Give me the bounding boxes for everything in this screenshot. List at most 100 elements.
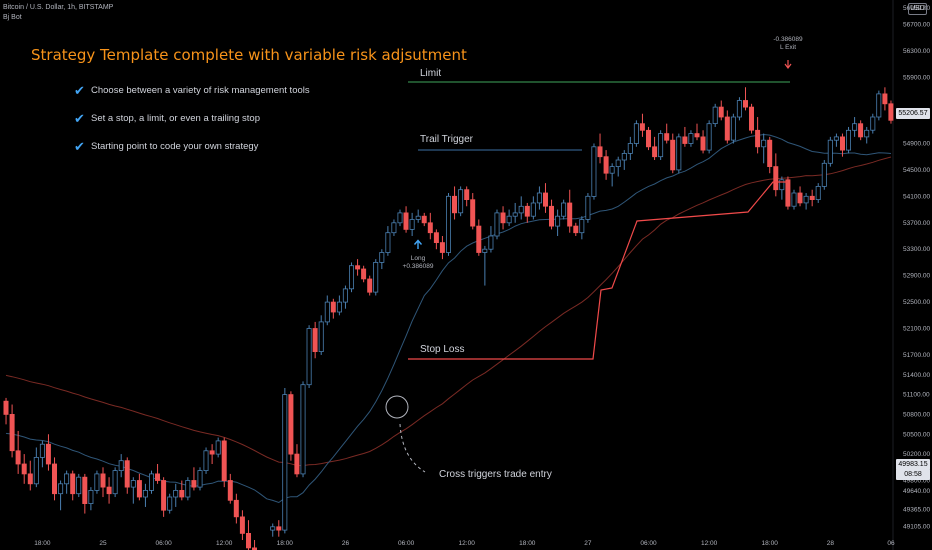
candle-body bbox=[439, 242, 445, 253]
candle-body bbox=[712, 106, 718, 124]
candle-body bbox=[779, 179, 785, 191]
candle-body bbox=[52, 463, 58, 495]
candle-body bbox=[324, 301, 330, 323]
candle-body bbox=[646, 129, 652, 148]
price-tick-label: 56700.00 bbox=[903, 22, 930, 29]
chart-header: Bitcoin / U.S. Dollar, 1h, BITSTAMP Bj B… bbox=[3, 3, 113, 23]
price-tick-label: 49105.00 bbox=[903, 524, 930, 531]
candle-body bbox=[142, 489, 148, 498]
time-tick-label: 18:00 bbox=[277, 540, 294, 547]
candle-body bbox=[100, 473, 106, 488]
candle-body bbox=[427, 222, 433, 234]
candle-body bbox=[270, 526, 276, 531]
candle-body bbox=[876, 93, 882, 118]
candle-body bbox=[573, 225, 579, 234]
stop-loss-label: Stop Loss bbox=[420, 344, 465, 355]
candle-body bbox=[724, 116, 730, 141]
candle-body bbox=[585, 195, 591, 220]
time-tick-label: 18:00 bbox=[762, 540, 779, 547]
candle-body bbox=[506, 215, 512, 224]
candle-body bbox=[330, 301, 336, 313]
candle-body bbox=[167, 496, 173, 511]
candle-body bbox=[809, 195, 815, 201]
candle-body bbox=[82, 476, 88, 505]
candle-body bbox=[736, 100, 742, 118]
candle-body bbox=[288, 394, 294, 455]
time-tick-label: 28 bbox=[827, 540, 835, 547]
candle-body bbox=[94, 473, 100, 491]
candle-body bbox=[45, 443, 51, 465]
candle-body bbox=[464, 189, 470, 200]
candle-body bbox=[652, 146, 658, 158]
price-tick-label: 51400.00 bbox=[903, 372, 930, 379]
candle-body bbox=[21, 463, 27, 475]
price-tick-label: 52500.00 bbox=[903, 299, 930, 306]
feature-item: ✔ Starting point to code your own strateg… bbox=[74, 139, 310, 153]
candle-body bbox=[373, 261, 379, 293]
cross-pointer bbox=[399, 423, 426, 473]
candle-body bbox=[827, 139, 833, 164]
candle-body bbox=[348, 265, 354, 290]
symbol-title[interactable]: Bitcoin / U.S. Dollar, 1h, BITSTAMP bbox=[3, 4, 114, 11]
candle-body bbox=[203, 450, 209, 471]
candle-body bbox=[488, 235, 494, 250]
candle-body bbox=[706, 123, 712, 151]
time-tick-label: 12:00 bbox=[459, 540, 476, 547]
candle-body bbox=[633, 123, 639, 144]
candle-body bbox=[379, 252, 385, 263]
candle-body bbox=[870, 116, 876, 131]
candle-body bbox=[846, 129, 852, 151]
time-tick-label: 18:00 bbox=[519, 540, 536, 547]
feature-text: Choose between a variety of risk managem… bbox=[91, 84, 310, 96]
candle-body bbox=[670, 139, 676, 171]
candle-body bbox=[27, 473, 33, 485]
candle-body bbox=[33, 456, 39, 485]
candle-body bbox=[451, 195, 457, 214]
candle-body bbox=[336, 301, 342, 313]
candle-body bbox=[821, 162, 827, 187]
candle-body bbox=[482, 248, 488, 253]
candle-body bbox=[112, 470, 118, 495]
slow-moving-average bbox=[5, 156, 892, 467]
time-tick-label: 06:00 bbox=[155, 540, 172, 547]
exit-title: L Exit bbox=[779, 44, 796, 51]
long-entry-qty: +0.386089 bbox=[402, 263, 434, 270]
price-tick-label: 50500.00 bbox=[903, 431, 930, 438]
candle-body bbox=[294, 453, 300, 475]
long-arrow-icon bbox=[413, 239, 423, 249]
candle-body bbox=[318, 321, 324, 352]
time-tick-label: 18:00 bbox=[34, 540, 51, 547]
checkmark-icon: ✔ bbox=[74, 138, 85, 154]
candle-body bbox=[597, 146, 603, 158]
candle-body bbox=[161, 480, 167, 511]
candle-body bbox=[403, 212, 409, 230]
candle-body bbox=[536, 192, 542, 204]
candle-body bbox=[433, 232, 439, 243]
candle-body bbox=[300, 384, 306, 475]
candle-body bbox=[688, 133, 694, 144]
candle-body bbox=[282, 394, 288, 531]
candle-body bbox=[245, 533, 251, 549]
feature-text: Set a stop, a limit, or even a trailing … bbox=[91, 112, 260, 124]
candle-body bbox=[76, 476, 82, 495]
price-tick-label: 54500.00 bbox=[903, 167, 930, 174]
candle-body bbox=[70, 473, 76, 495]
candle-body bbox=[858, 123, 864, 138]
candle-body bbox=[342, 288, 348, 303]
checkmark-icon: ✔ bbox=[74, 82, 85, 98]
candle-body bbox=[58, 483, 64, 495]
checkmark-icon: ✔ bbox=[74, 110, 85, 126]
price-tick-label: 52900.00 bbox=[903, 273, 930, 280]
currency-button[interactable]: USD bbox=[908, 3, 927, 15]
time-tick-label: 27 bbox=[584, 540, 592, 547]
candle-body bbox=[761, 139, 767, 148]
candle-body bbox=[415, 215, 421, 220]
candle-body bbox=[385, 232, 391, 253]
candle-body bbox=[621, 152, 627, 161]
candle-body bbox=[749, 106, 755, 131]
study-name[interactable]: Bj Bot bbox=[3, 14, 22, 21]
feature-item: ✔ Set a stop, a limit, or even a trailing… bbox=[74, 111, 310, 125]
candle-body bbox=[470, 199, 476, 227]
